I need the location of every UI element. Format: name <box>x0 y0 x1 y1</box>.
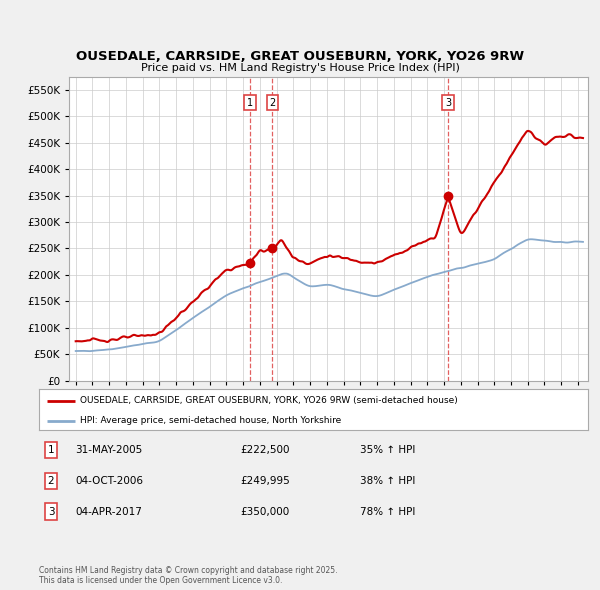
Text: Contains HM Land Registry data © Crown copyright and database right 2025.
This d: Contains HM Land Registry data © Crown c… <box>39 566 337 585</box>
Text: 2: 2 <box>47 476 55 486</box>
Text: 31-MAY-2005: 31-MAY-2005 <box>75 445 142 455</box>
Text: 35% ↑ HPI: 35% ↑ HPI <box>360 445 415 455</box>
Text: OUSEDALE, CARRSIDE, GREAT OUSEBURN, YORK, YO26 9RW (semi-detached house): OUSEDALE, CARRSIDE, GREAT OUSEBURN, YORK… <box>80 396 458 405</box>
Text: £222,500: £222,500 <box>240 445 290 455</box>
Text: HPI: Average price, semi-detached house, North Yorkshire: HPI: Average price, semi-detached house,… <box>80 416 341 425</box>
Text: 1: 1 <box>47 445 55 455</box>
Text: 38% ↑ HPI: 38% ↑ HPI <box>360 476 415 486</box>
Text: 04-APR-2017: 04-APR-2017 <box>75 507 142 516</box>
Text: Price paid vs. HM Land Registry's House Price Index (HPI): Price paid vs. HM Land Registry's House … <box>140 63 460 73</box>
Text: 3: 3 <box>445 97 451 107</box>
Text: 04-OCT-2006: 04-OCT-2006 <box>75 476 143 486</box>
Text: 3: 3 <box>47 507 55 516</box>
Text: 78% ↑ HPI: 78% ↑ HPI <box>360 507 415 516</box>
Text: £350,000: £350,000 <box>240 507 289 516</box>
Text: 1: 1 <box>247 97 253 107</box>
Text: £249,995: £249,995 <box>240 476 290 486</box>
Text: 2: 2 <box>269 97 275 107</box>
Text: OUSEDALE, CARRSIDE, GREAT OUSEBURN, YORK, YO26 9RW: OUSEDALE, CARRSIDE, GREAT OUSEBURN, YORK… <box>76 50 524 63</box>
